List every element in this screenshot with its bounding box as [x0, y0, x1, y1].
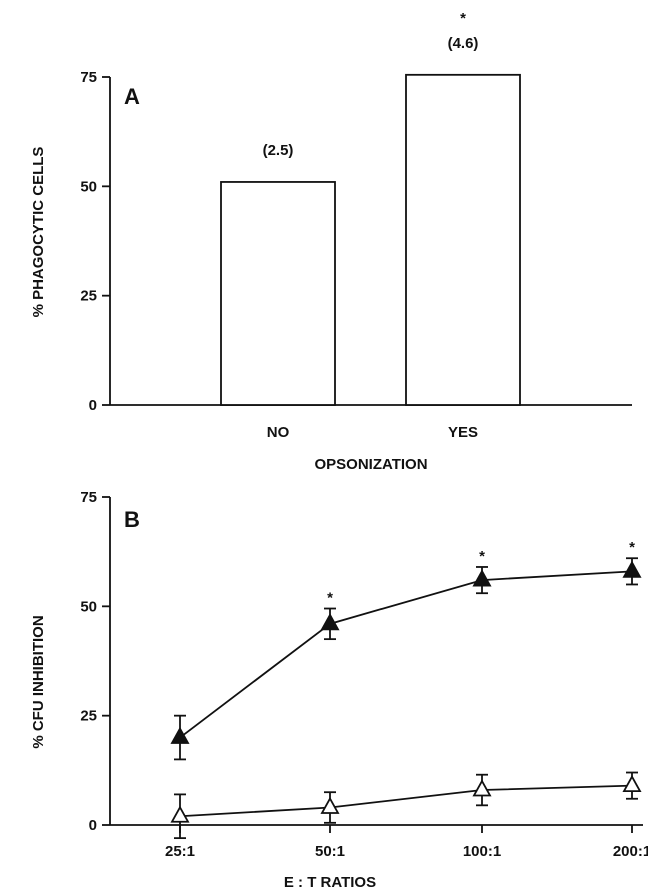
- series-line: [179, 570, 633, 739]
- y-axis-title: % PHAGOCYTIC CELLS: [30, 147, 47, 318]
- y-tick-label: 0: [89, 817, 97, 834]
- significance-marker: *: [479, 548, 485, 565]
- series-line: [179, 784, 633, 818]
- bar-annotation: (2.5): [263, 142, 294, 159]
- y-tick-label: 50: [80, 598, 97, 615]
- filled-triangle-marker: [320, 613, 340, 631]
- bar-annotation: (4.6): [448, 35, 479, 52]
- open-triangle-marker: [472, 779, 492, 797]
- significance-marker: *: [460, 10, 466, 27]
- y-tick-label: 25: [80, 288, 97, 305]
- y-tick-label: 75: [80, 489, 97, 506]
- bar: [405, 73, 521, 406]
- x-axis-title: OPSONIZATION: [314, 456, 427, 473]
- panel-b-line-chart: 0 25 50 75 25:1 50:1 100:1 200:1 * * * B E : T RATIO…: [30, 489, 648, 891]
- y-tick-label: 75: [80, 69, 97, 86]
- filled-triangle-marker: [472, 569, 492, 587]
- panel-label: B: [124, 507, 140, 532]
- x-tick-label: 200:1: [613, 843, 648, 860]
- x-tick-label: 50:1: [315, 843, 345, 860]
- x-tick-label: 100:1: [463, 843, 501, 860]
- x-tick-label: 25:1: [165, 843, 195, 860]
- y-axis-title: % CFU INHIBITION: [30, 615, 47, 748]
- open-triangle-marker: [320, 796, 340, 814]
- bar: [220, 181, 336, 406]
- y-tick-label: 50: [80, 178, 97, 195]
- significance-marker: *: [629, 539, 635, 556]
- filled-triangle-marker: [170, 726, 190, 744]
- panel-a-bar-chart: 0 25 50 75 (2.5) NO (4.6) * YES A OPSONIZATION % PH…: [30, 10, 632, 473]
- significance-marker: *: [327, 590, 333, 607]
- panel-label: A: [124, 84, 140, 109]
- open-triangle-marker: [170, 805, 190, 823]
- y-tick-label: 25: [80, 708, 97, 725]
- x-axis-title: E : T RATIOS: [284, 874, 376, 891]
- x-tick-label: NO: [267, 424, 290, 441]
- y-tick-label: 0: [89, 397, 97, 414]
- open-triangle-marker: [622, 774, 642, 793]
- filled-triangle-marker: [622, 560, 642, 578]
- x-tick-label: YES: [448, 424, 478, 441]
